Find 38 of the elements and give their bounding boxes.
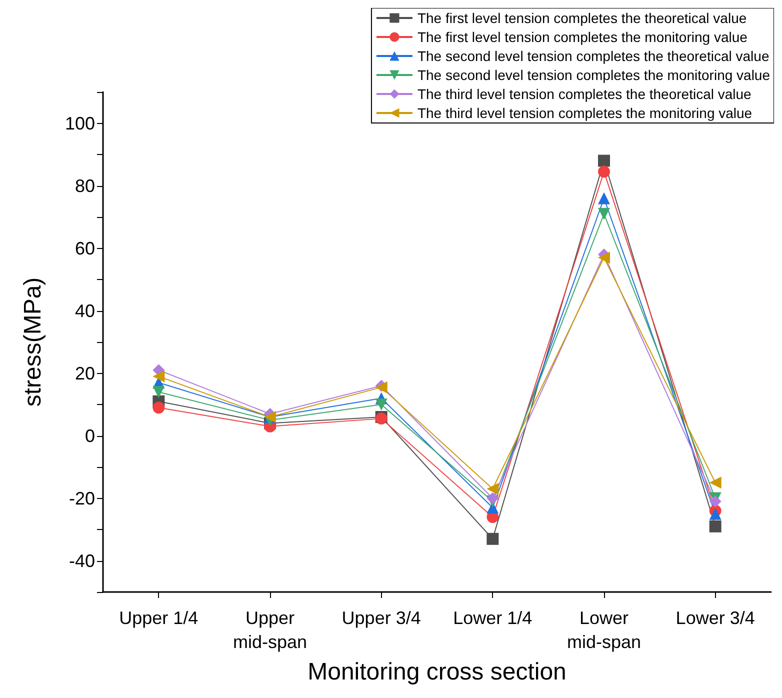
point	[598, 192, 610, 204]
point	[598, 252, 610, 264]
x-tick-label: Upper mid-span	[232, 608, 308, 652]
point	[598, 208, 610, 220]
point	[709, 520, 722, 532]
legend-label: The second level tension completes the monitoring value	[417, 67, 770, 83]
y-tick-label: -40	[68, 550, 95, 571]
y-tick-label: 100	[64, 113, 95, 134]
point	[598, 154, 610, 167]
point	[486, 532, 499, 545]
point	[486, 482, 499, 495]
x-axis-title: Monitoring cross section	[308, 658, 566, 686]
y-tick-label: 0	[84, 426, 95, 446]
y-tick-label: 40	[74, 300, 95, 321]
point	[375, 398, 388, 410]
legend-label: The third level tension completes the theoretical value	[417, 86, 752, 102]
x-tick-label: Lower mid-span	[566, 608, 642, 652]
x-tick-label: Upper 3/4	[342, 608, 421, 628]
point	[709, 508, 722, 520]
x-tick-label: Lower 1/4	[453, 608, 532, 628]
x-tick-label: Lower 3/4	[676, 608, 755, 628]
y-tick-label: -20	[68, 488, 95, 508]
y-tick-label: 80	[74, 176, 95, 196]
point	[598, 166, 610, 178]
y-axis-title: stress(MPa)	[20, 277, 46, 407]
y-tick-label: 60	[74, 238, 95, 258]
point	[486, 492, 499, 504]
point	[152, 402, 165, 414]
legend-label: The first level tension completes the theoretical value	[417, 10, 747, 26]
x-tick-label: Upper 1/4	[119, 608, 198, 628]
legend-label: The first level tension completes the monitoring value	[417, 29, 748, 45]
point	[709, 495, 722, 508]
legend-label: The second level tension completes the theoretical value	[417, 48, 770, 64]
y-tick-label: 20	[74, 363, 95, 384]
point	[152, 370, 165, 382]
point	[152, 386, 165, 398]
legend-label: The third level tension completes the monitoring value	[417, 105, 752, 121]
point	[709, 476, 722, 489]
